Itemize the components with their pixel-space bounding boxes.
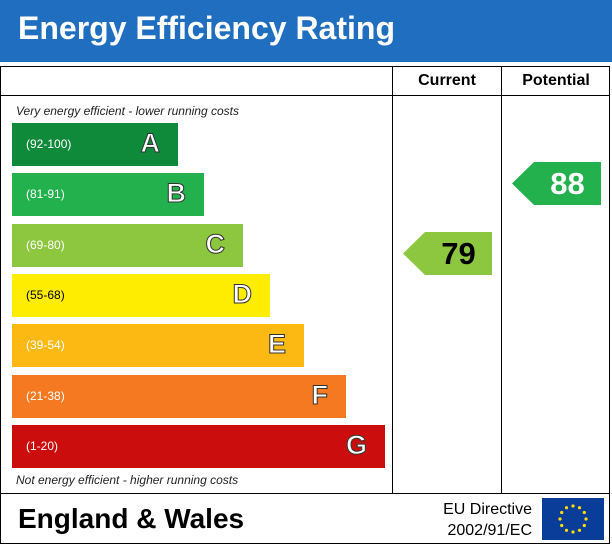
band-letter: C bbox=[205, 229, 225, 260]
band-d: (55-68) D bbox=[12, 274, 270, 317]
star-icon bbox=[582, 523, 586, 528]
column-divider-potential bbox=[501, 66, 502, 494]
footer-row-divider bbox=[0, 493, 610, 494]
star-icon bbox=[584, 517, 588, 521]
band-b: (81-91) B bbox=[12, 173, 204, 216]
header-bar: Energy Efficiency Rating bbox=[0, 0, 612, 62]
band-letter: E bbox=[267, 329, 286, 360]
current-rating-arrow: 79 bbox=[403, 232, 492, 275]
band-e: (39-54) E bbox=[12, 324, 304, 367]
band-range-label: (92-100) bbox=[26, 137, 72, 151]
band-letter: F bbox=[311, 380, 328, 411]
rating-table bbox=[0, 66, 610, 544]
header-row-divider bbox=[0, 95, 610, 96]
band-letter: A bbox=[140, 128, 160, 159]
star-icon bbox=[564, 528, 569, 532]
potential-column-header: Potential bbox=[522, 72, 590, 89]
bottom-note: Not energy efficient - higher running co… bbox=[16, 473, 239, 487]
band-a: (92-100) A bbox=[12, 123, 178, 166]
potential-rating-arrow: 88 bbox=[512, 162, 601, 205]
star-icon bbox=[564, 506, 569, 510]
directive-line2: 2002/91/EC bbox=[447, 522, 532, 539]
band-c: (69-80) C bbox=[12, 224, 243, 267]
star-icon bbox=[582, 510, 586, 515]
column-divider-current bbox=[392, 66, 393, 494]
current-column-header: Current bbox=[418, 72, 476, 89]
rating-arrow-shape bbox=[512, 162, 601, 205]
directive-line1: EU Directive bbox=[443, 501, 532, 518]
band-letter: G bbox=[345, 430, 367, 461]
band-range-label: (39-54) bbox=[26, 338, 65, 352]
star-icon bbox=[558, 517, 562, 521]
star-icon bbox=[560, 523, 564, 528]
star-icon bbox=[571, 530, 575, 534]
star-icon bbox=[571, 504, 575, 508]
rating-arrow-shape bbox=[403, 232, 492, 275]
rating-value: 79 bbox=[441, 236, 476, 271]
band-range-label: (81-91) bbox=[26, 187, 65, 201]
star-icon bbox=[577, 528, 582, 532]
band-g: (1-20) G bbox=[12, 425, 385, 468]
band-letter: B bbox=[166, 178, 186, 209]
band-letter: D bbox=[232, 279, 252, 310]
region-label: England & Wales bbox=[18, 503, 245, 534]
rating-value: 88 bbox=[550, 166, 585, 201]
star-icon bbox=[577, 506, 582, 510]
eu-directive: EU Directive 2002/91/EC bbox=[412, 499, 532, 541]
band-range-label: (69-80) bbox=[26, 238, 65, 252]
band-f: (21-38) F bbox=[12, 375, 346, 418]
top-note: Very energy efficient - lower running co… bbox=[16, 104, 239, 118]
band-range-label: (1-20) bbox=[26, 439, 59, 453]
band-range-label: (21-38) bbox=[26, 389, 65, 403]
band-range-label: (55-68) bbox=[26, 288, 65, 302]
eu-flag-icon bbox=[542, 498, 604, 540]
page-title: Energy Efficiency Rating bbox=[18, 10, 395, 46]
star-icon bbox=[560, 510, 564, 515]
